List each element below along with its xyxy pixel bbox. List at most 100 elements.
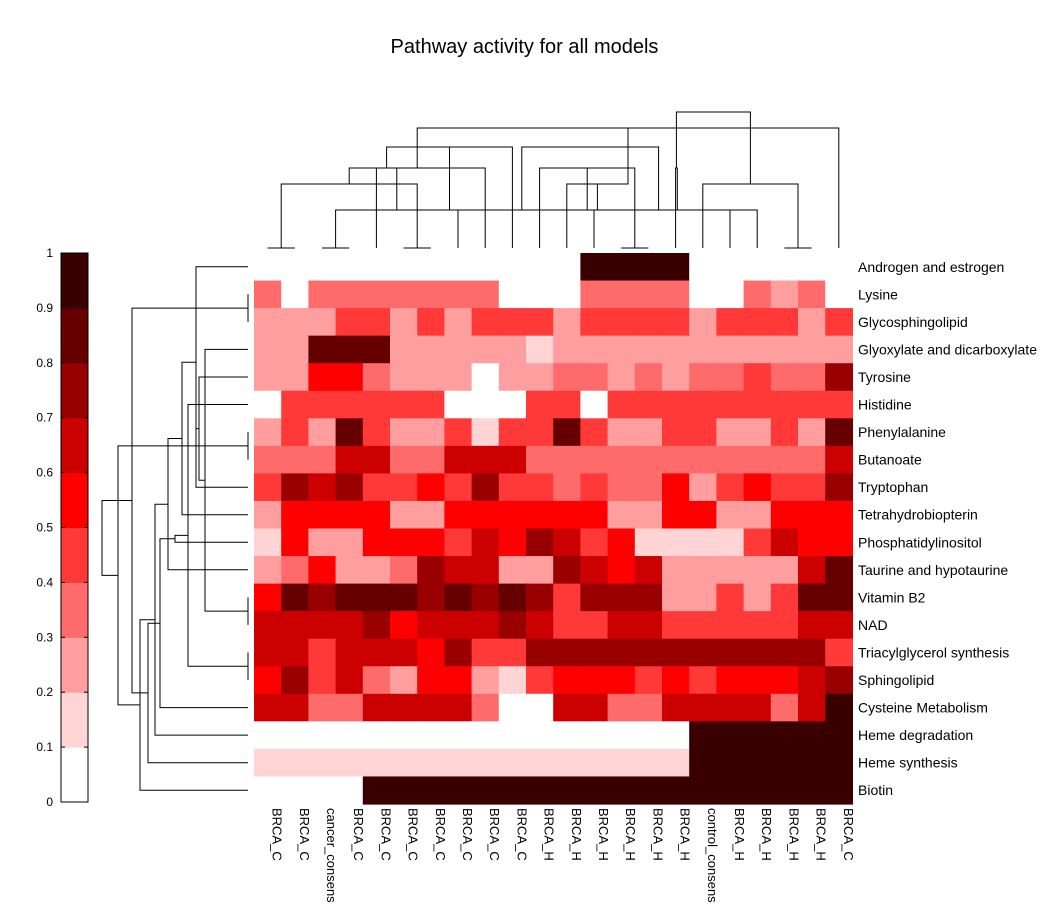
row-label: Glycosphingolipid [858,314,968,330]
column-label: BRCA_C [841,808,856,861]
heatmap-cell [390,528,418,557]
heatmap-cell [689,445,717,474]
heatmap-cell [634,253,663,282]
heatmap-cell [607,418,636,447]
heatmap-cell [417,418,445,447]
heatmap-cell [390,776,418,805]
heatmap-cell [634,308,663,337]
heatmap-cell [716,363,745,392]
heatmap-cell [607,611,636,640]
heatmap-cell [498,390,527,419]
heatmap-cell [689,776,717,805]
heatmap-cell [770,390,799,419]
column-label: BRCA_C [406,808,421,861]
heatmap-cell [526,611,554,640]
heatmap-cell [335,335,364,364]
heatmap-cell [689,528,717,557]
column-label: BRCA_H [814,808,829,861]
heatmap-cell [662,335,690,364]
heatmap-cell [417,611,445,640]
heatmap-cell [743,390,772,419]
row-dendrogram-branch [131,307,248,694]
heatmap-cell [825,253,853,282]
column-dendrogram-branch [335,209,459,248]
heatmap-cell [308,363,337,392]
heatmap-cell [770,473,799,502]
heatmap-cell [526,500,554,530]
heatmap-cell [335,253,364,282]
heatmap-cell [281,776,309,805]
heatmap-cell [362,666,391,695]
colorbar-segment [61,637,88,693]
heatmap-cell [634,363,663,392]
heatmap-cell [689,253,717,282]
heatmap-cell [417,693,445,722]
heatmap-cell [308,390,337,419]
heatmap-cell [689,335,717,364]
heatmap-cell [689,473,717,502]
column-label: cancer_consens [324,808,339,903]
heatmap-cell [444,776,473,805]
colorbar-segment [61,582,88,638]
heatmap-cell [716,280,745,309]
heatmap-cell [308,473,337,502]
heatmap-cell [362,308,391,337]
heatmap-cell [526,308,554,337]
heatmap-cell [308,776,337,805]
row-label: Sphingolipid [858,672,934,688]
heatmap-cell [308,445,337,474]
heatmap-cell [254,363,282,392]
row-label: Tryptophan [858,479,928,495]
heatmap-cell [254,335,282,364]
heatmap-cell [580,693,609,722]
heatmap-cell [607,693,636,722]
heatmap-cell [770,611,799,640]
heatmap-cell [281,363,309,392]
heatmap-cell [335,666,364,695]
heatmap-cell [553,556,581,585]
heatmap-cell [607,500,636,530]
heatmap-cell [526,280,554,309]
heatmap-cell [498,473,527,502]
heatmap-cell [308,556,337,585]
heatmap-cell [498,666,527,695]
heatmap-cell [580,556,609,585]
row-label: Heme degradation [858,727,973,743]
heatmap-cell [580,528,609,557]
heatmap-cell [308,638,337,667]
heatmap-cell [825,556,853,585]
heatmap-cell [417,528,445,557]
heatmap-cell [825,611,853,640]
heatmap-cell [254,583,282,612]
colorbar-segment [61,307,88,364]
heatmap-cell [471,253,500,282]
heatmap-cell [390,721,418,750]
heatmap-cell [254,556,282,585]
heatmap-cell [825,583,853,612]
heatmap-cell [770,693,799,722]
heatmap-cell [770,280,799,309]
heatmap-cell [390,611,418,640]
heatmap-cell [689,611,717,640]
heatmap-cell [689,748,717,778]
heatmap-cell [553,528,581,557]
heatmap-cell [770,528,799,557]
heatmap-cell [716,308,745,337]
column-label: control_consens [705,808,720,903]
heatmap-cell [362,418,391,447]
heatmap-cell [743,583,772,612]
heatmap-cell [825,693,853,722]
column-dendrogram-branch [375,167,398,248]
column-label: BRCA_C [378,808,393,861]
heatmap-cell [362,721,391,750]
heatmap-cell [444,363,473,392]
heatmap-cell [743,611,772,640]
row-label: Histidine [858,397,912,413]
heatmap-cell [662,556,690,585]
heatmap-cell [662,776,690,805]
heatmap-cell [743,638,772,667]
heatmap-cell [716,500,745,530]
heatmap-cell [526,666,554,695]
heatmap-cell [580,776,609,805]
heatmap-cell [362,583,391,612]
